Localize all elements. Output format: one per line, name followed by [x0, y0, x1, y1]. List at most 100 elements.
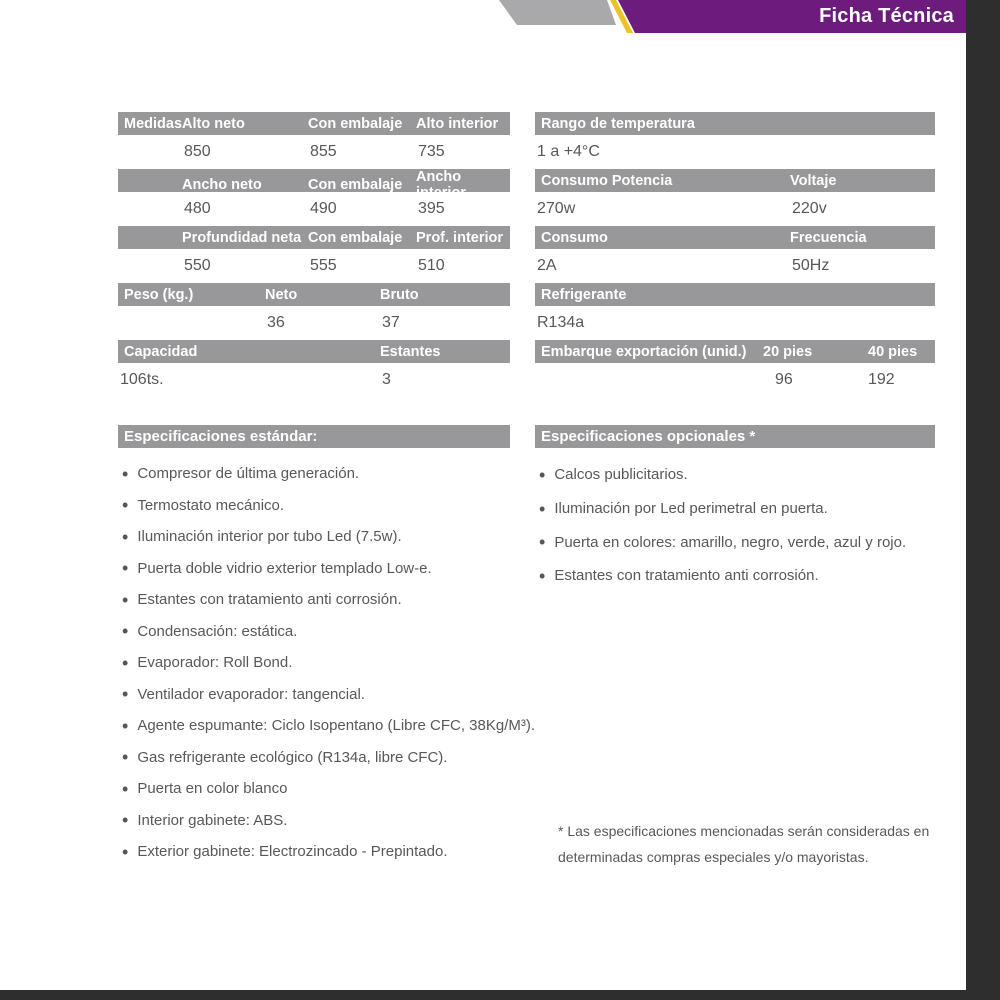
header-cell: 20 pies	[763, 343, 813, 360]
capacidad-value-row: 106ts. 3	[118, 363, 510, 397]
header-cell: Con embalaje	[308, 229, 403, 246]
header-cell: Prof. interior	[416, 229, 504, 246]
bullet-icon: •	[122, 747, 129, 768]
bullet-icon: •	[122, 652, 129, 673]
potencia-header-row: Consumo Potencia Voltaje	[535, 169, 935, 192]
list-item-text: Agente espumante: Ciclo Isopentano (Libr…	[137, 717, 536, 735]
list-item: • Puerta en color blanco	[122, 773, 552, 805]
list-item: • Compresor de última generación.	[122, 458, 552, 490]
electrical-table: Rango de temperatura 1 a +4°C Consumo Po…	[535, 112, 935, 397]
bullet-icon: •	[122, 684, 129, 705]
list-item-text: Exterior gabinete: Electrozincado - Prep…	[137, 843, 448, 861]
temperatura-value-row: 1 a +4°C	[535, 135, 935, 169]
medidas-value-row: 550 555 510	[118, 249, 510, 283]
list-item-text: Puerta en color blanco	[137, 780, 288, 798]
consumo-header-row: Consumo Frecuencia	[535, 226, 935, 249]
bullet-icon: •	[122, 841, 129, 862]
capacidad-header-row: Capacidad Estantes	[118, 340, 510, 363]
header-cell: Peso (kg.)	[124, 286, 194, 303]
list-item: • Interior gabinete: ABS.	[122, 805, 552, 837]
consumo-value-row: 2A 50Hz	[535, 249, 935, 283]
value-cell: 490	[310, 200, 337, 217]
optional-specs-title: Especificaciones opcionales *	[535, 425, 935, 448]
value-cell: 220v	[792, 200, 827, 217]
header-cell: Con embalaje	[308, 115, 403, 132]
header-cell: Bruto	[380, 286, 419, 303]
list-item-text: Iluminación interior por tubo Led (7.5w)…	[137, 528, 402, 546]
list-item: • Iluminación interior por tubo Led (7.5w…	[122, 521, 552, 553]
bullet-icon: •	[122, 526, 129, 547]
embarque-header-row: Embarque exportación (unid.) 20 pies 40 …	[535, 340, 935, 363]
list-item: • Agente espumante: Ciclo Isopentano (Lib…	[122, 710, 552, 742]
value-cell: 855	[310, 143, 337, 160]
embarque-value-row: 96 192	[535, 363, 935, 397]
header-cell: Capacidad	[124, 343, 198, 360]
list-item-text: Estantes con tratamiento anti corrosión.	[554, 567, 819, 585]
header-cell: Voltaje	[790, 172, 837, 189]
list-item: • Condensación: estática.	[122, 616, 552, 648]
bullet-icon: •	[122, 558, 129, 579]
header-cell: Ancho interior	[416, 169, 466, 201]
list-item: • Estantes con tratamiento anti corrosión…	[122, 584, 552, 616]
right-edge-bar	[966, 0, 1000, 1000]
list-item: • Puerta en colores: amarillo, negro, ver…	[539, 525, 964, 559]
header-cell: Refrigerante	[541, 286, 627, 303]
list-item: • Iluminación por Led perimetral en puert…	[539, 492, 964, 526]
header-cell: Embarque exportación (unid.)	[541, 343, 747, 360]
list-item-text: Puerta en colores: amarillo, negro, verd…	[554, 533, 907, 551]
yellow-stripe	[610, 0, 633, 33]
bullet-icon: •	[539, 532, 546, 553]
bullet-icon: •	[122, 778, 129, 799]
peso-header-row: Peso (kg.) Neto Bruto	[118, 283, 510, 306]
value-cell: 96	[775, 371, 793, 388]
potencia-value-row: 270w 220v	[535, 192, 935, 226]
measures-table: Medidas Alto neto Con embalaje Alto inte…	[118, 112, 510, 397]
list-item-text: Compresor de última generación.	[137, 465, 360, 483]
list-item-text: Iluminación por Led perimetral en puerta…	[554, 500, 828, 518]
list-item-text: Termostato mecánico.	[137, 496, 285, 514]
bullet-icon: •	[539, 464, 546, 485]
bullet-icon: •	[122, 495, 129, 516]
header-cell: Medidas	[124, 115, 183, 132]
list-item: • Puerta doble vidrio exterior templado L…	[122, 553, 552, 585]
purple-banner	[618, 0, 966, 33]
value-cell: 480	[184, 200, 211, 217]
value-cell: 37	[382, 314, 400, 331]
value-cell: 550	[184, 257, 211, 274]
value-cell: 395	[418, 200, 445, 217]
list-item-text: Evaporador: Roll Bond.	[137, 654, 293, 672]
header-cell: Consumo Potencia	[541, 172, 673, 189]
bullet-icon: •	[539, 565, 546, 586]
bullet-icon: •	[122, 715, 129, 736]
header-cell: Consumo	[541, 229, 608, 246]
list-item: • Gas refrigerante ecológico (R134a, libr…	[122, 742, 552, 774]
header-cell: Con embalaje	[308, 177, 403, 193]
medidas-value-row: 850 855 735	[118, 135, 510, 169]
list-item-text: Interior gabinete: ABS.	[137, 811, 288, 829]
value-cell: 1 a +4°C	[537, 143, 600, 160]
bullet-icon: •	[122, 621, 129, 642]
list-item: • Evaporador: Roll Bond.	[122, 647, 552, 679]
standard-specs-title: Especificaciones estándar:	[118, 425, 510, 448]
header-cell: Frecuencia	[790, 229, 867, 246]
value-cell: 2A	[537, 257, 557, 274]
header-cell: Profundidad neta	[182, 229, 302, 246]
medidas-header-row: Medidas Alto neto Con embalaje Alto inte…	[118, 112, 510, 135]
refrigerante-value-row: R134a	[535, 306, 935, 340]
value-cell: R134a	[537, 314, 585, 331]
peso-value-row: 36 37	[118, 306, 510, 340]
temperatura-header-row: Rango de temperatura	[535, 112, 935, 135]
medidas-header-row: Ancho neto Con embalaje Ancho interior	[118, 169, 510, 201]
value-cell: 50Hz	[792, 257, 830, 274]
list-item-text: Puerta doble vidrio exterior templado Lo…	[137, 559, 432, 577]
value-cell: 3	[382, 371, 391, 388]
value-cell: 510	[418, 257, 445, 274]
header-cell: Ancho neto	[182, 177, 262, 193]
standard-specs-list: • Compresor de última generación. • Termos…	[122, 458, 552, 868]
list-item: • Ventilador evaporador: tangencial.	[122, 679, 552, 711]
list-item-text: Ventilador evaporador: tangencial.	[137, 685, 365, 703]
page-title: Ficha Técnica	[819, 5, 954, 27]
value-cell: 270w	[537, 200, 576, 217]
header-cell: Rango de temperatura	[541, 115, 695, 132]
